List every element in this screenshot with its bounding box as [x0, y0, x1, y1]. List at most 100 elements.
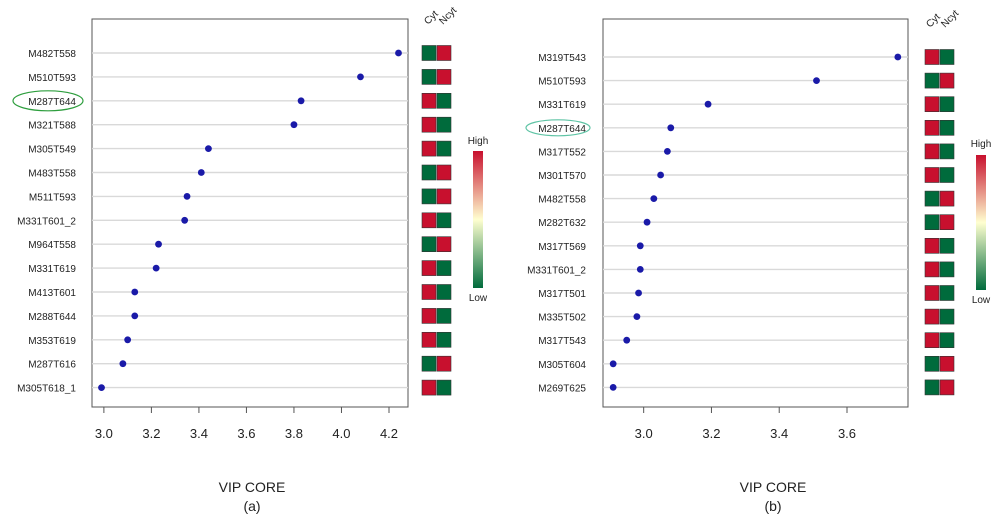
heatmap-cell	[939, 167, 955, 183]
data-point	[813, 77, 820, 84]
data-point	[636, 266, 644, 273]
heatmap-cell	[939, 72, 955, 89]
data-point	[197, 169, 205, 176]
data-point	[609, 360, 617, 368]
heatmap-cell	[436, 355, 452, 372]
heatmap-cell	[939, 214, 955, 230]
heatmap-cell	[421, 284, 437, 300]
caption-b: (b)	[764, 498, 782, 514]
data-point	[663, 148, 671, 155]
heatmap-cell	[436, 284, 452, 300]
heatmap-cell	[421, 140, 437, 157]
legend-colorbar	[976, 155, 986, 290]
data-point	[657, 171, 665, 179]
x-tick-label: 3.4	[190, 426, 208, 441]
row-label: M510T593	[28, 73, 76, 84]
data-point	[183, 193, 191, 200]
heatmap-cell	[924, 379, 940, 396]
data-point	[650, 195, 658, 203]
data-point	[667, 124, 675, 132]
heatmap-cell	[939, 261, 955, 278]
heatmap-cell	[421, 355, 437, 372]
data-point	[119, 360, 127, 368]
row-label: M335T502	[538, 313, 586, 324]
row-label: M288T644	[28, 312, 76, 323]
heatmap-cell	[939, 49, 955, 65]
heatmap-cell	[421, 45, 437, 61]
chart-panel-b: 3.0 3.2 3.4 3.6 M319T543 M510T593 M331T619 M287…	[525, 8, 991, 441]
heatmap-cell	[421, 308, 437, 324]
x-tick-label: 3.4	[770, 426, 788, 441]
row-label: M482T558	[538, 195, 586, 206]
heatmap-cell	[421, 116, 437, 133]
row-label: M287T644	[538, 124, 586, 135]
x-tick-label: 3.2	[142, 426, 160, 441]
heatmap-cell	[939, 238, 955, 254]
heatmap-cell	[924, 143, 940, 160]
row-label: M269T625	[538, 383, 586, 394]
row-label: M331T601_2	[527, 265, 586, 276]
data-point	[155, 240, 162, 248]
legend-low-label: Low	[972, 295, 991, 306]
heatmap-cell	[939, 120, 955, 136]
heatmap-cell	[436, 188, 452, 205]
heatmap-cell	[421, 379, 437, 396]
highlight-ellipse	[525, 119, 591, 137]
heatmap-cell	[436, 236, 452, 252]
heatmap-cell	[421, 212, 437, 229]
heatmap-cell	[939, 96, 955, 112]
heatmap-cell	[436, 116, 452, 133]
heatmap-cell	[939, 190, 955, 207]
row-label: M483T558	[28, 169, 76, 180]
row-label: M331T619	[538, 100, 586, 111]
heatmap-cell	[939, 285, 955, 301]
x-tick-label: 4.0	[332, 426, 350, 441]
row-label: M413T601	[28, 288, 76, 299]
heatmap-cell	[436, 93, 452, 109]
row-label: M305T618_1	[17, 384, 76, 395]
row-label: M317T552	[538, 147, 586, 158]
heatmap-cell	[924, 285, 940, 301]
data-point	[357, 73, 364, 81]
heatmap-cell	[436, 260, 452, 276]
heatmap-cell	[924, 190, 940, 207]
heatmap-cell	[924, 167, 940, 183]
x-tick-label: 3.6	[838, 426, 856, 441]
data-point	[643, 218, 651, 226]
row-label: M317T501	[538, 289, 586, 300]
heatmap-cell	[421, 236, 437, 252]
legend-colorbar	[473, 151, 483, 288]
heatmap-cell	[421, 188, 437, 205]
row-label: M511T593	[29, 192, 77, 203]
chart-panel-a: 3.0 3.2 3.4 3.6 3.8 4.0 4.2 M482T558 M510T593 M28…	[12, 5, 488, 441]
plot-frame	[91, 18, 409, 408]
data-point	[152, 264, 160, 272]
data-point	[205, 145, 212, 153]
data-point	[609, 384, 617, 391]
data-point	[290, 121, 298, 129]
x-tick-label: 4.2	[380, 426, 398, 441]
heatmap-cell	[924, 214, 940, 230]
caption-a: (a)	[243, 498, 261, 514]
heatmap-cell	[924, 332, 940, 349]
heatmap-cell	[939, 355, 955, 372]
data-point	[635, 289, 642, 297]
heatmap-cell	[924, 261, 940, 278]
heatmap-cell	[436, 140, 452, 157]
row-label: M482T558	[28, 49, 76, 60]
heatmap-cell	[939, 308, 955, 325]
data-point	[623, 336, 631, 344]
x-tick-label: 3.8	[285, 426, 303, 441]
row-label: M321T588	[28, 121, 76, 132]
heatmap-cell	[436, 164, 452, 181]
row-label: M305T604	[538, 360, 586, 371]
legend-low-label: Low	[469, 293, 488, 304]
x-tick-label: 3.0	[95, 426, 113, 441]
heatmap-cell	[421, 260, 437, 276]
row-label: M319T543	[538, 53, 586, 64]
row-label: M317T543	[538, 336, 586, 347]
heatmap-cell	[421, 93, 437, 109]
xlabel-b: VIP CORE	[739, 479, 807, 495]
legend-high-label: High	[971, 139, 991, 150]
